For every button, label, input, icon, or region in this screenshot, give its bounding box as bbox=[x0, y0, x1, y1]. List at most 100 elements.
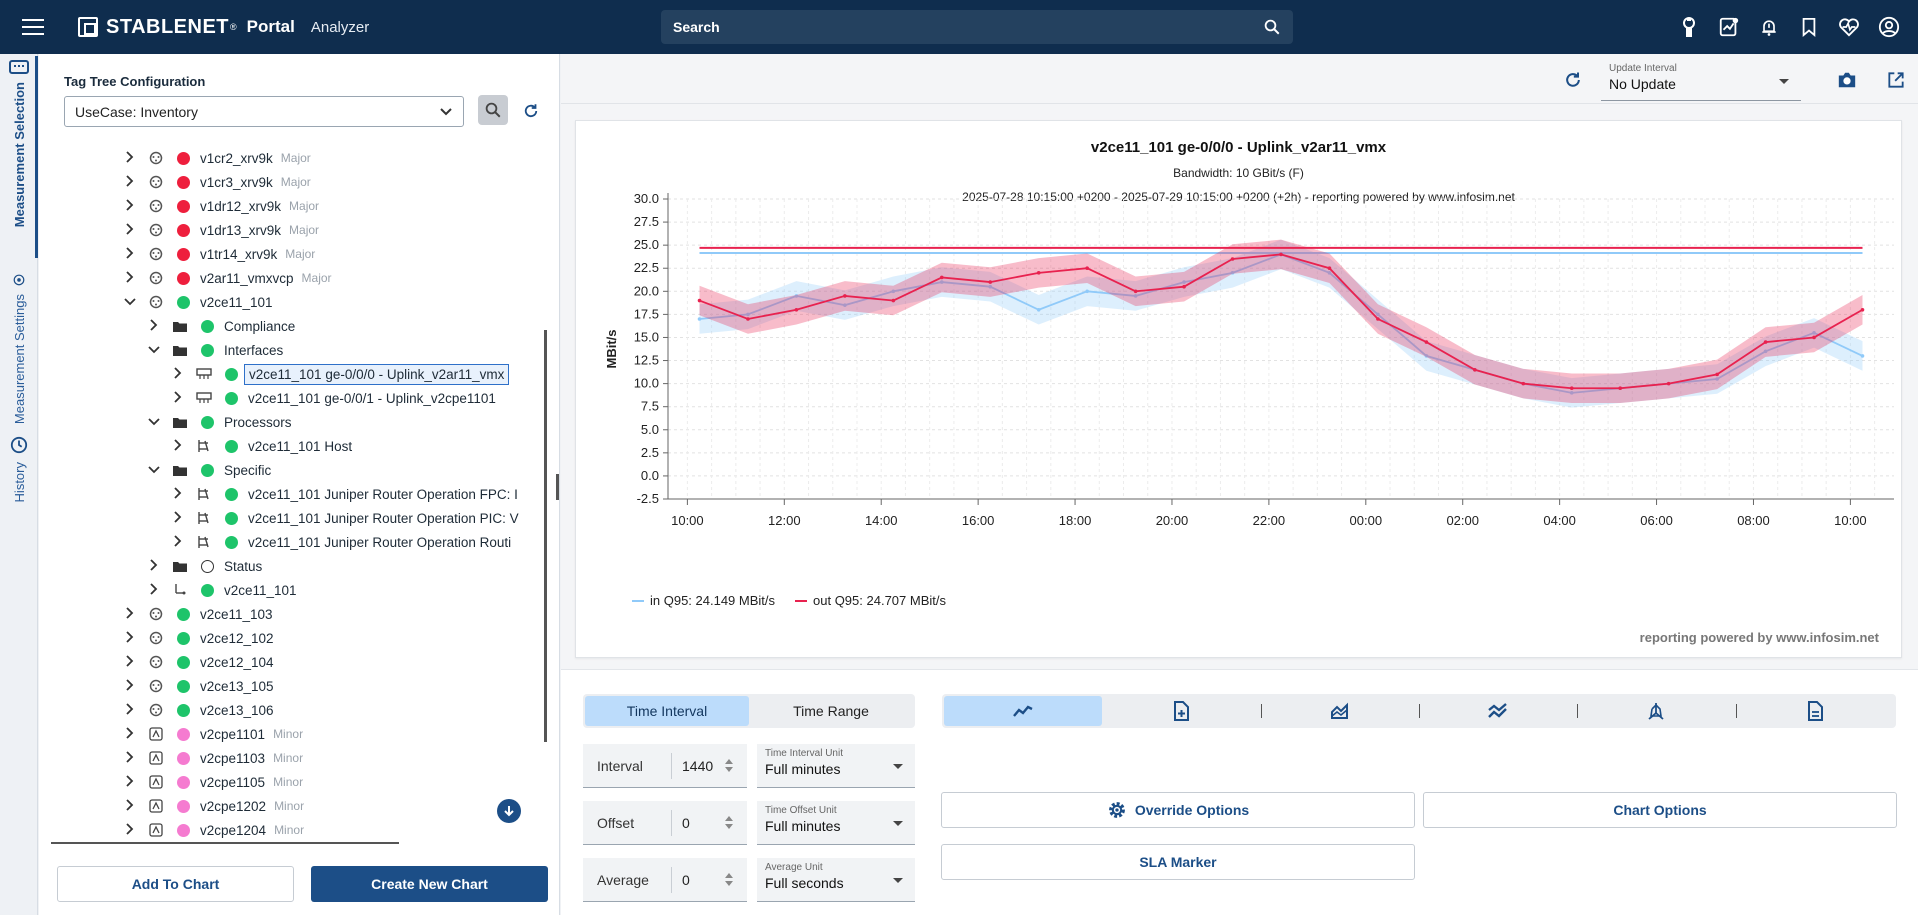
chart-options-button[interactable]: Chart Options bbox=[1423, 792, 1897, 828]
tree-scrollbar[interactable] bbox=[544, 330, 547, 742]
tree-node[interactable]: v2ce11_101 Juniper Router Operation Rout… bbox=[171, 530, 511, 554]
tree-node[interactable]: Specific bbox=[147, 458, 271, 482]
tree-node[interactable]: v2cpe1105 Minor bbox=[123, 770, 303, 794]
create-new-chart-button[interactable]: Create New Chart bbox=[311, 866, 548, 902]
tree-node[interactable]: v2ar11_vmxvcp Major bbox=[123, 266, 332, 290]
logo[interactable]: STABLENET ® Portal Analyzer bbox=[78, 16, 369, 39]
tree-node[interactable]: v1dr12_xrv9k Major bbox=[123, 194, 319, 218]
add-to-chart-button[interactable]: Add To Chart bbox=[57, 866, 294, 902]
add-report-button[interactable] bbox=[1102, 696, 1260, 726]
tree-node[interactable]: Interfaces bbox=[147, 338, 283, 362]
tree-node[interactable]: v1cr2_xrv9k Major bbox=[123, 146, 311, 170]
chevron-right-icon[interactable] bbox=[171, 510, 185, 526]
tab-measurement-settings[interactable]: Measurement Settings bbox=[0, 274, 38, 424]
tree-node[interactable]: v2ce11_101 bbox=[123, 290, 273, 314]
interval-stepper[interactable] bbox=[725, 759, 737, 772]
chevron-right-icon[interactable] bbox=[123, 774, 137, 790]
chevron-right-icon[interactable] bbox=[171, 438, 185, 454]
interval-value[interactable]: 1440 bbox=[682, 757, 714, 774]
robot-icon[interactable] bbox=[1678, 12, 1700, 42]
tree-node[interactable]: v2ce11_101 bbox=[147, 578, 297, 602]
chevron-right-icon[interactable] bbox=[171, 390, 185, 406]
tree-node[interactable]: v2ce12_102 bbox=[123, 626, 274, 650]
tab-time-interval[interactable]: Time Interval bbox=[585, 696, 749, 726]
offset-stepper[interactable] bbox=[725, 816, 737, 829]
panel-resize-handle[interactable] bbox=[556, 474, 559, 500]
tree-node[interactable]: v1tr14_xrv9k Major bbox=[123, 242, 315, 266]
chevron-right-icon[interactable] bbox=[123, 678, 137, 694]
chevron-right-icon[interactable] bbox=[171, 534, 185, 550]
alarm-icon[interactable] bbox=[1758, 12, 1780, 42]
tree-search-button[interactable] bbox=[478, 95, 508, 125]
tree-node[interactable]: v2cpe1204 Minor bbox=[123, 818, 304, 842]
average-unit-select[interactable]: Average Unit Full seconds bbox=[757, 858, 915, 902]
tree-node[interactable]: v2cpe1202 Minor bbox=[123, 794, 304, 818]
chevron-right-icon[interactable] bbox=[147, 582, 161, 598]
area-chart-button[interactable] bbox=[1260, 696, 1419, 726]
tab-measurement-selection[interactable]: Measurement Selection bbox=[0, 56, 38, 258]
stacked-chart-button[interactable] bbox=[1418, 696, 1577, 726]
offset-value[interactable]: 0 bbox=[682, 814, 690, 831]
chevron-right-icon[interactable] bbox=[123, 222, 137, 238]
tree-node[interactable]: v2ce12_104 bbox=[123, 650, 274, 674]
chevron-right-icon[interactable] bbox=[123, 246, 137, 262]
tree-refresh-button[interactable] bbox=[518, 98, 544, 124]
line-chart-button[interactable] bbox=[944, 696, 1103, 726]
average-field[interactable]: Average 0 bbox=[583, 858, 747, 902]
chevron-down-icon[interactable] bbox=[123, 295, 137, 309]
tree-node[interactable]: v1dr13_xrv9k Major bbox=[123, 218, 319, 242]
chevron-right-icon[interactable] bbox=[123, 822, 137, 838]
menu-icon[interactable] bbox=[22, 19, 44, 35]
legend-item-out[interactable]: out Q95: 24.707 MBit/s bbox=[795, 593, 946, 608]
tree-horizontal-scrollbar[interactable] bbox=[51, 842, 399, 844]
average-stepper[interactable] bbox=[725, 873, 737, 886]
tree-node[interactable]: v1cr3_xrv9k Major bbox=[123, 170, 311, 194]
bookmark-icon[interactable] bbox=[1798, 12, 1820, 42]
chevron-right-icon[interactable] bbox=[123, 150, 137, 166]
average-value[interactable]: 0 bbox=[682, 871, 690, 888]
radar-chart-button[interactable] bbox=[1577, 696, 1735, 726]
tree-node[interactable]: Compliance bbox=[147, 314, 295, 338]
chevron-right-icon[interactable] bbox=[123, 798, 137, 814]
interval-field[interactable]: Interval 1440 bbox=[583, 744, 747, 788]
chevron-right-icon[interactable] bbox=[123, 174, 137, 190]
chevron-right-icon[interactable] bbox=[123, 606, 137, 622]
legend-item-in[interactable]: in Q95: 24.149 MBit/s bbox=[632, 593, 775, 608]
refresh-button[interactable] bbox=[1561, 68, 1585, 92]
chevron-right-icon[interactable] bbox=[171, 366, 185, 382]
tag-tree-select[interactable]: UseCase: Inventory bbox=[64, 96, 464, 127]
tree-node[interactable]: v2ce11_101 ge-0/0/0 - Uplink_v2ar11_vmx bbox=[171, 362, 510, 386]
chevron-right-icon[interactable] bbox=[123, 198, 137, 214]
tree-node[interactable]: v2ce13_105 bbox=[123, 674, 274, 698]
tab-history[interactable]: History bbox=[0, 436, 38, 536]
user-icon[interactable] bbox=[1878, 12, 1900, 42]
scroll-down-button[interactable] bbox=[497, 799, 521, 823]
sla-marker-button[interactable]: SLA Marker bbox=[941, 844, 1415, 880]
chevron-down-icon[interactable] bbox=[147, 343, 161, 357]
tree-node[interactable]: v2ce13_106 bbox=[123, 698, 274, 722]
tree-node[interactable]: v2cpe1101 Minor bbox=[123, 722, 303, 746]
override-options-button[interactable]: Override Options bbox=[941, 792, 1415, 828]
search-input[interactable]: Search bbox=[661, 10, 1293, 44]
tree-node[interactable]: v2ce11_101 Juniper Router Operation FPC:… bbox=[171, 482, 518, 506]
offset-field[interactable]: Offset 0 bbox=[583, 801, 747, 845]
chevron-down-icon[interactable] bbox=[147, 463, 161, 477]
chevron-right-icon[interactable] bbox=[123, 630, 137, 646]
tree-node[interactable]: Status bbox=[147, 554, 262, 578]
health-icon[interactable] bbox=[1838, 12, 1860, 42]
tree-node[interactable]: v2ce11_103 bbox=[123, 602, 273, 626]
interval-unit-select[interactable]: Time Interval Unit Full minutes bbox=[757, 744, 915, 788]
tree-node[interactable]: v2ce11_101 ge-0/0/1 - Uplink_v2cpe1101 bbox=[171, 386, 496, 410]
tab-time-range[interactable]: Time Range bbox=[793, 703, 869, 719]
chevron-right-icon[interactable] bbox=[123, 654, 137, 670]
chevron-right-icon[interactable] bbox=[171, 486, 185, 502]
chevron-right-icon[interactable] bbox=[123, 726, 137, 742]
snapshot-button[interactable] bbox=[1834, 67, 1860, 93]
report-icon[interactable] bbox=[1718, 12, 1740, 42]
tree-node[interactable]: Processors bbox=[147, 410, 292, 434]
update-interval-select[interactable]: Update Interval No Update bbox=[1601, 61, 1801, 101]
chevron-right-icon[interactable] bbox=[147, 318, 161, 334]
tree-node[interactable]: v2ce11_101 Host bbox=[171, 434, 352, 458]
chevron-right-icon[interactable] bbox=[123, 702, 137, 718]
open-external-button[interactable] bbox=[1883, 67, 1909, 93]
